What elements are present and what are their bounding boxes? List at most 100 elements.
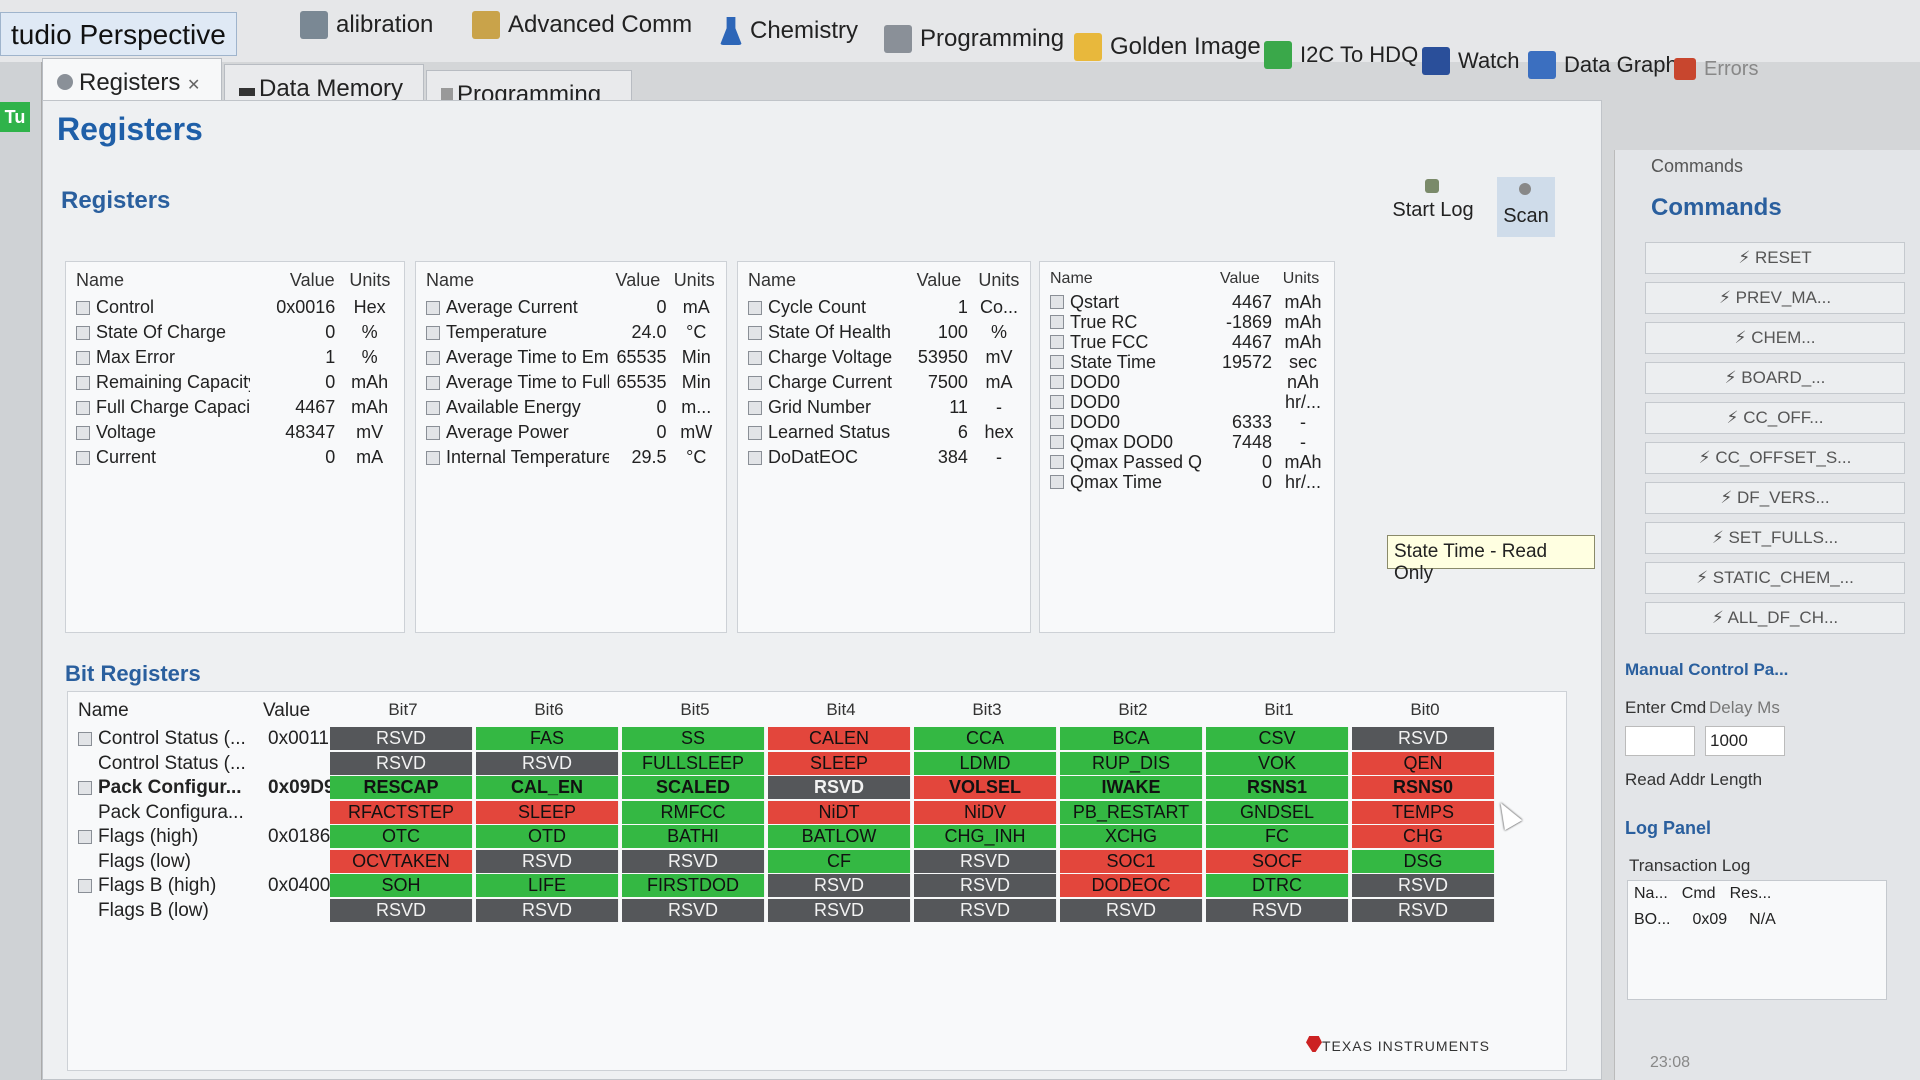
register-row[interactable]: Internal Temperature 29.5 °C <box>426 445 716 470</box>
register-row[interactable]: True FCC 4467 mAh <box>1050 332 1324 352</box>
bit-cell[interactable]: CALEN <box>768 727 911 750</box>
bit-cell[interactable]: OCVTAKEN <box>330 849 473 873</box>
bit-cell[interactable]: BATLOW <box>768 825 911 848</box>
register-row[interactable]: Grid Number 11 - <box>748 395 1020 420</box>
bit-cell[interactable]: BATHI <box>622 825 765 848</box>
bit-cell[interactable]: DTRC <box>1206 874 1349 897</box>
bit-cell[interactable]: DODEOC <box>1060 874 1203 897</box>
bit-cell[interactable]: CHG <box>1352 825 1495 848</box>
bit-cell[interactable]: NiDV <box>914 800 1057 824</box>
row-checkbox-icon[interactable] <box>76 400 90 415</box>
register-row[interactable]: Voltage 48347 mV <box>76 420 394 445</box>
bit-cell[interactable]: SLEEP <box>768 751 911 775</box>
bit-cell[interactable]: RSVD <box>476 751 619 775</box>
row-checkbox-icon[interactable] <box>426 400 440 415</box>
tab-errors[interactable]: Errors <box>1674 44 1758 94</box>
row-checkbox-icon[interactable] <box>76 425 90 440</box>
bit-cell[interactable]: RUP_DIS <box>1060 751 1203 775</box>
bit-cell[interactable]: XCHG <box>1060 825 1203 848</box>
register-row[interactable]: Learned Status 6 hex <box>748 420 1020 445</box>
bit-cell[interactable]: RSVD <box>1352 874 1495 897</box>
bit-cell[interactable]: RSVD <box>914 874 1057 897</box>
bit-cell[interactable]: CSV <box>1206 727 1349 750</box>
register-row[interactable]: Cycle Count 1 Co... <box>748 295 1020 320</box>
row-checkbox-icon[interactable] <box>748 400 762 415</box>
bit-register-name[interactable]: Pack Configura... <box>78 802 244 824</box>
start-log-button[interactable]: Start Log <box>1383 173 1483 233</box>
bit-cell[interactable]: VOK <box>1206 751 1349 775</box>
register-row[interactable]: Qstart 4467 mAh <box>1050 292 1324 312</box>
register-row[interactable]: Average Time to Full 65535 Min <box>426 370 716 395</box>
row-checkbox-icon[interactable] <box>1050 395 1064 409</box>
bit-cell[interactable]: RFACTSTEP <box>330 800 473 824</box>
command-button[interactable]: ⚡ DF_VERS... <box>1645 482 1905 514</box>
bit-cell[interactable]: RSVD <box>330 898 473 922</box>
tab-advanced-comm[interactable]: Advanced Comm <box>472 0 692 50</box>
bit-cell[interactable]: FC <box>1206 825 1349 848</box>
bit-cell[interactable]: CCA <box>914 727 1057 750</box>
register-row[interactable]: Qmax DOD0 7448 - <box>1050 432 1324 452</box>
register-row[interactable]: True RC -1869 mAh <box>1050 312 1324 332</box>
bit-cell[interactable]: FIRSTDOD <box>622 874 765 897</box>
tab-registers[interactable]: Registers ✕ <box>42 58 222 102</box>
register-row[interactable]: State Time 19572 sec <box>1050 352 1324 372</box>
log-panel-title[interactable]: Log Panel <box>1625 818 1712 838</box>
bit-cell[interactable]: FAS <box>476 727 619 750</box>
bit-cell[interactable]: IWAKE <box>1060 776 1203 799</box>
bit-cell[interactable]: LDMD <box>914 751 1057 775</box>
bit-cell[interactable]: VOLSEL <box>914 776 1057 799</box>
close-icon[interactable]: ✕ <box>187 77 201 94</box>
register-row[interactable]: Average Time to Empty 65535 Min <box>426 345 716 370</box>
bit-cell[interactable]: RSVD <box>914 849 1057 873</box>
row-checkbox-icon[interactable] <box>1050 335 1064 349</box>
row-checkbox-icon[interactable] <box>426 425 440 440</box>
row-checkbox-icon[interactable] <box>748 300 762 315</box>
row-checkbox-icon[interactable] <box>426 350 440 365</box>
scan-button[interactable]: Scan <box>1497 177 1555 237</box>
delay-input[interactable]: 1000 <box>1705 726 1785 756</box>
register-row[interactable]: Average Current 0 mA <box>426 295 716 320</box>
tab-programming[interactable]: Programming <box>884 14 1064 64</box>
bit-cell[interactable]: NiDT <box>768 800 911 824</box>
bit-cell[interactable]: OTD <box>476 825 619 848</box>
register-row[interactable]: Average Power 0 mW <box>426 420 716 445</box>
manual-control-title[interactable]: Manual Control Pa... <box>1625 660 1789 679</box>
command-button[interactable]: ⚡ RESET <box>1645 242 1905 274</box>
log-row[interactable]: BO... 0x09 N/A <box>1628 907 1886 933</box>
row-checkbox-icon[interactable] <box>76 300 90 315</box>
row-checkbox-icon[interactable] <box>1050 315 1064 329</box>
row-checkbox-icon[interactable] <box>1050 435 1064 449</box>
register-row[interactable]: Current 0 mA <box>76 445 394 470</box>
tab-data-graph[interactable]: Data Graph <box>1528 40 1678 90</box>
register-row[interactable]: Charge Voltage 53950 mV <box>748 345 1020 370</box>
row-checkbox-icon[interactable] <box>748 425 762 440</box>
bit-register-name[interactable]: Control Status (... <box>78 753 246 775</box>
tab-i2c-to-hdq[interactable]: I2C To HDQ <box>1264 30 1418 80</box>
bit-cell[interactable]: SOC1 <box>1060 849 1203 873</box>
bit-cell[interactable]: SS <box>622 727 765 750</box>
row-checkbox-icon[interactable] <box>76 350 90 365</box>
tab-golden-image[interactable]: Golden Image <box>1074 22 1261 72</box>
bit-cell[interactable]: TEMPS <box>1352 800 1495 824</box>
register-row[interactable]: State Of Health 100% <box>748 320 1020 345</box>
row-checkbox-icon[interactable] <box>76 450 90 465</box>
row-checkbox-icon[interactable] <box>748 325 762 340</box>
bit-cell[interactable]: SCALED <box>622 776 765 799</box>
bit-cell[interactable]: FULLSLEEP <box>622 751 765 775</box>
row-checkbox-icon[interactable] <box>1050 415 1064 429</box>
row-checkbox-icon[interactable] <box>748 350 762 365</box>
register-row[interactable]: Full Charge Capacity 4467 mAh <box>76 395 394 420</box>
row-checkbox-icon[interactable] <box>1050 455 1064 469</box>
bit-cell[interactable]: RSVD <box>768 776 911 799</box>
command-button[interactable]: ⚡ STATIC_CHEM_... <box>1645 562 1905 594</box>
bit-cell[interactable]: LIFE <box>476 874 619 897</box>
bit-cell[interactable]: RSVD <box>622 849 765 873</box>
register-row[interactable]: DOD0 hr/... <box>1050 392 1324 412</box>
row-checkbox-icon[interactable] <box>748 375 762 390</box>
tab-calibration[interactable]: alibration <box>300 0 433 50</box>
perspective-title[interactable]: tudio Perspective <box>0 12 237 56</box>
bit-cell[interactable]: RSVD <box>476 849 619 873</box>
row-checkbox-icon[interactable] <box>1050 295 1064 309</box>
register-row[interactable]: Qmax Passed Q 0 mAh <box>1050 452 1324 472</box>
bit-cell[interactable]: RESCAP <box>330 776 473 799</box>
